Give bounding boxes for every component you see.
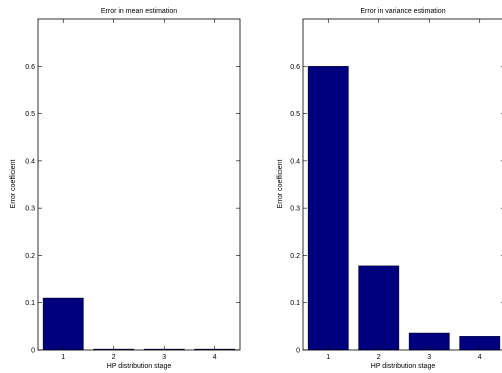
y-tick-label: 0.5 [25, 111, 35, 118]
y-tick-label: 0.1 [290, 300, 300, 307]
x-tick-label: 1 [61, 354, 65, 361]
bar-stage-1 [307, 66, 349, 351]
x-tick-label: 3 [162, 354, 166, 361]
plot-frame [37, 18, 241, 351]
chart-title: Error in variance estimation [360, 8, 445, 15]
x-tick-label: 4 [213, 354, 217, 361]
x-tick-label: 1 [326, 354, 330, 361]
mean-estimation-subplot: Error in mean estimation Error coefficie… [10, 8, 241, 370]
bar-stage-1 [42, 297, 84, 351]
y-tick-label: 0.1 [25, 300, 35, 307]
x-tick-label: 3 [427, 354, 431, 361]
y-tick-label: 0.4 [25, 158, 35, 165]
bar-series [307, 66, 501, 351]
x-axis-ticks: 1 2 3 4 [61, 19, 217, 361]
y-tick-label: 0 [31, 348, 35, 355]
y-tick-label: 0.6 [25, 64, 35, 71]
y-tick-label: 0.6 [290, 64, 300, 71]
x-tick-label: 2 [377, 354, 381, 361]
chart-title: Error in mean estimation [101, 8, 177, 15]
y-axis-label: Error coefficient [10, 159, 17, 208]
bar-series [42, 297, 236, 351]
y-tick-label: 0 [296, 348, 300, 355]
y-tick-label: 0.2 [25, 253, 35, 260]
y-tick-label: 0.3 [290, 206, 300, 213]
y-tick-label: 0.3 [25, 206, 35, 213]
y-tick-label: 0.2 [290, 253, 300, 260]
y-tick-label: 0.4 [290, 158, 300, 165]
y-tick-label: 0.5 [290, 111, 300, 118]
x-axis-label: HP distribution stage [107, 363, 172, 370]
variance-estimation-subplot: Error in variance estimation Error coeff… [277, 8, 502, 370]
y-axis-label: Error coefficient [277, 159, 284, 208]
x-tick-label: 4 [478, 354, 482, 361]
bar-stage-2 [358, 265, 400, 351]
x-axis-label: HP distribution stage [371, 363, 436, 370]
plot-frame [302, 18, 502, 351]
x-axis-ticks: 1 2 3 4 [326, 19, 482, 361]
x-tick-label: 2 [112, 354, 116, 361]
